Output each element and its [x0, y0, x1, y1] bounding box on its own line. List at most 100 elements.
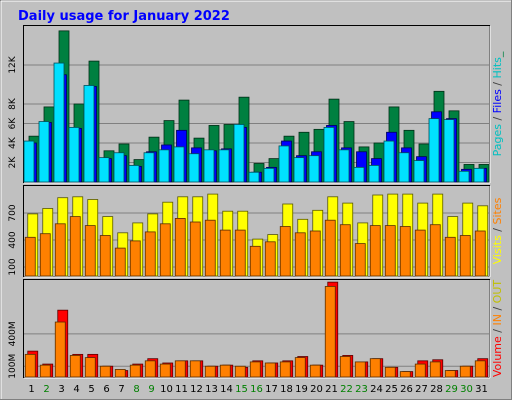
legend-entry: / [491, 113, 504, 124]
legend-entry: Pages [491, 124, 504, 157]
bar-sites-day-27 [414, 229, 426, 277]
x-tick-label: 25 [385, 384, 398, 395]
bar-sites-day-25 [384, 225, 396, 277]
bar-pages-day-5 [83, 85, 95, 183]
x-tick-label: 17 [265, 384, 278, 395]
y-tick-label: 700 [8, 204, 18, 221]
bar-pages-day-28 [428, 118, 440, 183]
bar-in-day-7 [114, 369, 126, 378]
x-tick-label: 20 [310, 384, 323, 395]
x-tick-label: 8 [133, 384, 139, 395]
bar-sites-day-18 [279, 226, 291, 277]
bar-in-day-10 [159, 363, 171, 378]
bar-sites-day-2 [39, 233, 51, 277]
bar-pages-day-7 [113, 152, 125, 183]
legend-hits-files-pages: Pages / Files / Hits_ [491, 51, 504, 156]
bar-sites-day-14 [219, 229, 231, 277]
legend-entry: Sites [491, 197, 504, 224]
x-tick-label: 29 [445, 384, 458, 395]
bar-sites-day-1 [24, 236, 36, 277]
x-tick-label: 13 [205, 384, 218, 395]
x-tick-label: 26 [400, 384, 413, 395]
x-tick-label: 18 [280, 384, 293, 395]
y-tick-label: 400 [8, 231, 18, 248]
bar-pages-day-29 [443, 119, 455, 183]
bar-pages-day-13 [203, 149, 215, 183]
legend-volume: Volume / IN / OUT [491, 280, 504, 378]
bar-sites-day-7 [114, 247, 126, 277]
bar-in-day-25 [384, 366, 396, 378]
bar-sites-day-22 [339, 224, 351, 277]
chart-title: Daily usage for January 2022 [18, 9, 230, 24]
bar-sites-day-21 [324, 219, 336, 277]
bar-in-day-6 [99, 365, 111, 378]
bar-pages-day-20 [308, 155, 320, 183]
x-tick-label: 10 [160, 384, 173, 395]
x-tick-label: 2 [43, 384, 49, 395]
legend-entry: / [491, 326, 504, 337]
bar-in-day-29 [444, 370, 456, 378]
bar-in-day-21 [324, 286, 336, 378]
x-tick-label: 21 [325, 384, 338, 395]
bar-in-day-2 [39, 364, 51, 378]
legend-entry: OUT [491, 280, 504, 304]
bar-in-day-9 [144, 360, 156, 378]
bar-sites-day-4 [69, 216, 81, 277]
y-tick-label: 400M [8, 321, 18, 346]
legend-entry: Hits [491, 57, 504, 79]
bar-pages-day-31 [473, 167, 485, 183]
bar-sites-day-15 [234, 229, 246, 277]
bar-in-day-30 [459, 365, 471, 378]
bar-pages-day-12 [188, 153, 200, 183]
panel-hits-files-pages: 2K 4K 6K 8K 12K Pages / Files / Hits_ [8, 25, 504, 184]
bar-pages-day-10 [158, 149, 170, 183]
x-tick-label: 23 [355, 384, 368, 395]
bar-sites-day-24 [369, 225, 381, 277]
bar-sites-day-6 [99, 235, 111, 277]
bar-sites-day-28 [429, 224, 441, 277]
bar-pages-day-15 [233, 124, 245, 183]
bar-in-day-17 [264, 362, 276, 378]
bar-sites-day-20 [309, 230, 321, 277]
bar-in-day-16 [249, 361, 261, 378]
bar-sites-day-3 [54, 223, 66, 277]
bar-sites-day-13 [204, 219, 216, 277]
bar-sites-day-12 [189, 221, 201, 277]
bar-in-day-13 [204, 365, 216, 378]
bar-sites-day-31 [474, 230, 486, 277]
bar-pages-day-21 [323, 127, 335, 183]
y-tick-label: 100 [8, 258, 18, 275]
x-tick-label: 19 [295, 384, 308, 395]
y-tick-label: 6K [8, 117, 18, 130]
legend-entry: / [491, 303, 504, 314]
bar-in-day-1 [24, 353, 36, 378]
bar-in-day-19 [294, 357, 306, 378]
x-tick-label: 27 [415, 384, 428, 395]
bar-in-day-14 [219, 364, 231, 378]
bar-sites-day-23 [354, 243, 366, 277]
bar-sites-day-10 [159, 223, 171, 277]
legend-entry: Files [491, 89, 504, 113]
y-tick-label: 8K [8, 97, 18, 110]
bar-sites-day-8 [129, 240, 141, 277]
x-tick-label: 31 [475, 384, 488, 395]
bar-in-day-28 [429, 361, 441, 378]
bar-pages-day-2 [38, 121, 50, 183]
legend-entry: _ [491, 51, 504, 58]
bar-pages-day-11 [173, 146, 185, 183]
bar-pages-day-16 [248, 171, 260, 183]
bar-pages-day-27 [413, 160, 425, 183]
legend-entry: / [491, 78, 504, 89]
bar-pages-day-18 [278, 145, 290, 183]
bar-sites-day-30 [459, 235, 471, 277]
bar-sites-day-19 [294, 232, 306, 277]
bar-pages-day-23 [353, 166, 365, 183]
y-tick-label: 12K [8, 55, 18, 73]
bar-pages-day-26 [398, 152, 410, 183]
bar-in-day-18 [279, 361, 291, 378]
y-tick-label: 2K [8, 156, 18, 169]
x-tick-label: 6 [103, 384, 109, 395]
